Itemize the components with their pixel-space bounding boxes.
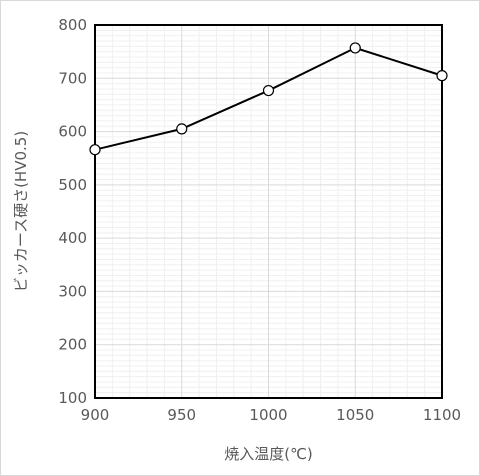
x-tick-label: 1100	[423, 406, 461, 424]
x-tick-label: 1000	[249, 406, 287, 424]
data-points	[89, 42, 448, 156]
data-point	[349, 42, 361, 54]
y-tick-label: 400	[58, 229, 87, 247]
data-point	[436, 70, 448, 82]
y-tick-labels: 100 200 300 400 500 600 700 800	[58, 16, 87, 407]
y-tick-label: 500	[58, 176, 87, 194]
data-point	[262, 84, 275, 97]
y-tick-label: 600	[58, 123, 87, 141]
x-tick-label: 1050	[336, 406, 374, 424]
y-tick-label: 100	[58, 389, 87, 407]
x-tick-label: 950	[167, 406, 196, 424]
data-point	[176, 123, 188, 135]
y-tick-label: 200	[58, 336, 87, 354]
x-tick-labels: 900 950 1000 1050 1100	[81, 406, 461, 424]
y-axis-title: ビッカース硬さ(HV0.5)	[12, 131, 30, 292]
y-tick-label: 300	[58, 282, 87, 300]
y-tick-label: 800	[58, 16, 87, 34]
x-axis-title: 焼入温度(℃)	[224, 445, 313, 463]
data-point	[89, 144, 101, 156]
x-tick-label: 900	[81, 406, 110, 424]
plot-area	[94, 24, 443, 399]
y-tick-label: 700	[58, 69, 87, 87]
